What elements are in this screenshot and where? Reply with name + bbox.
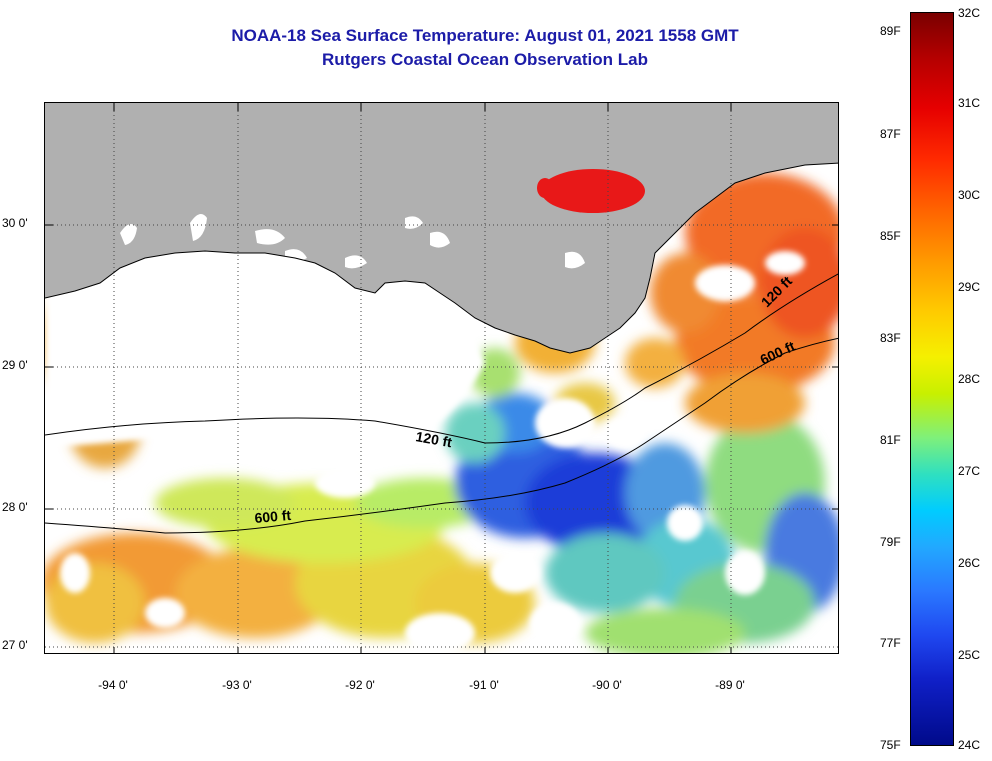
colorbar-label-79f: 79F [880, 535, 901, 549]
warm-bay [541, 169, 645, 213]
latitude-label-28: 28 0' [2, 500, 28, 514]
colorbar-label-85f: 85F [880, 229, 901, 243]
latitude-label-29: 29 0' [2, 358, 28, 372]
land-mass [45, 103, 838, 353]
map-subtitle: Rutgers Coastal Ocean Observation Lab [322, 50, 648, 69]
longitude-label-94: -94 0' [98, 678, 128, 692]
colorbar-label-81f: 81F [880, 433, 901, 447]
colorbar-label-89f: 89F [880, 24, 901, 38]
longitude-label-93: -93 0' [222, 678, 252, 692]
contour-label-120ft-west: 120 ft [414, 428, 453, 450]
sst-map: 120 ft 120 ft 600 ft 600 ft [44, 102, 839, 654]
colorbar-label-29c: 29C [958, 280, 981, 294]
colorbar-label-30c: 30C [958, 188, 981, 202]
colorbar-label-26c: 26C [958, 556, 981, 570]
inland-lakes [120, 214, 585, 269]
longitude-label-89: -89 0' [715, 678, 745, 692]
cloud-patches [45, 251, 805, 653]
axis-ticks [45, 103, 838, 653]
colorbar-label-32c: 32C [958, 6, 981, 20]
sst-map-canvas: 120 ft 120 ft 600 ft 600 ft [45, 103, 838, 653]
colorbar-label-87f: 87F [880, 127, 901, 141]
colorbar-label-25c: 25C [958, 648, 981, 662]
coastline [45, 162, 838, 354]
colorbar-label-77f: 77F [880, 636, 901, 650]
latitude-label-27: 27 0' [2, 638, 28, 652]
map-title: NOAA-18 Sea Surface Temperature: August … [231, 26, 739, 45]
sst-field [45, 173, 838, 653]
contour-label-600ft-west: 600 ft [254, 507, 292, 526]
graticule [45, 103, 838, 653]
latitude-label-30: 30 0' [2, 216, 28, 230]
colorbar-label-31c: 31C [958, 96, 981, 110]
longitude-label-91: -91 0' [469, 678, 499, 692]
colorbar-label-24c: 24C [958, 738, 981, 752]
temperature-colorbar [910, 12, 954, 746]
colorbar-label-27c: 27C [958, 464, 981, 478]
colorbar-label-28c: 28C [958, 372, 981, 386]
colorbar-label-83f: 83F [880, 331, 901, 345]
depth-contours [45, 273, 838, 534]
colorbar-label-75f: 75F [880, 738, 901, 752]
longitude-label-90: -90 0' [592, 678, 622, 692]
longitude-label-92: -92 0' [345, 678, 375, 692]
